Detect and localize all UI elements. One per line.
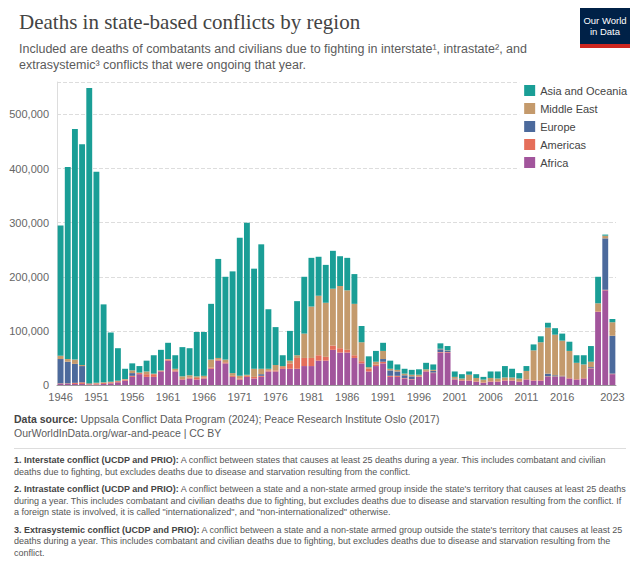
svg-text:Deaths in state-based conflict: Deaths in state-based conflicts by regio… — [19, 10, 361, 34]
html-text:Data source: Uppsala Conflict: Data source: Uppsala Conflict Data Progr… — [14, 413, 440, 425]
svg-text:500,000: 500,000 — [9, 108, 49, 120]
svg-text:1986: 1986 — [335, 391, 359, 403]
svg-text:2006: 2006 — [478, 391, 502, 403]
svg-text:2001: 2001 — [443, 391, 467, 403]
html-text:OurWorldInData.org/war-and-pea: OurWorldInData.org/war-and-peace | CC BY — [14, 427, 222, 439]
svg-text:Europe: Europe — [540, 121, 575, 133]
svg-text:1951: 1951 — [84, 391, 108, 403]
svg-text:100,000: 100,000 — [9, 325, 49, 337]
svg-text:0: 0 — [43, 379, 49, 391]
svg-text:Americas: Americas — [540, 139, 586, 151]
html-text:3. Extrasystemic conflict (UCD: 3. Extrasystemic conflict (UCDP and PRIO… — [14, 524, 623, 558]
svg-text:1996: 1996 — [407, 391, 431, 403]
svg-text:2023: 2023 — [600, 391, 624, 403]
svg-text:1991: 1991 — [371, 391, 395, 403]
svg-text:1971: 1971 — [228, 391, 252, 403]
svg-text:1956: 1956 — [120, 391, 144, 403]
svg-text:Africa: Africa — [540, 157, 569, 169]
svg-text:Included are deaths of combata: Included are deaths of combatants and ci… — [19, 42, 530, 56]
svg-text:400,000: 400,000 — [9, 163, 49, 175]
svg-text:1981: 1981 — [299, 391, 323, 403]
svg-text:1966: 1966 — [192, 391, 216, 403]
html-text:2. Intrastate conflict (UCDP a: 2. Intrastate conflict (UCDP and PRIO): … — [14, 484, 626, 517]
svg-text:Asia and Oceania: Asia and Oceania — [540, 85, 628, 97]
svg-text:300,000: 300,000 — [9, 217, 49, 229]
svg-text:Middle East: Middle East — [540, 103, 597, 115]
svg-text:1946: 1946 — [48, 391, 72, 403]
svg-text:1976: 1976 — [263, 391, 287, 403]
svg-text:2011: 2011 — [515, 391, 539, 403]
svg-text:extrasystemic³ conflicts that: extrasystemic³ conflicts that were ongoi… — [19, 58, 306, 72]
svg-text:2016: 2016 — [550, 391, 574, 403]
html-text:Our World in Data: Our World in Data — [583, 15, 627, 37]
svg-text:200,000: 200,000 — [9, 271, 49, 283]
svg-text:1961: 1961 — [156, 391, 180, 403]
html-text:1. Interstate conflict (UCDP a: 1. Interstate conflict (UCDP and PRIO): … — [14, 455, 606, 477]
